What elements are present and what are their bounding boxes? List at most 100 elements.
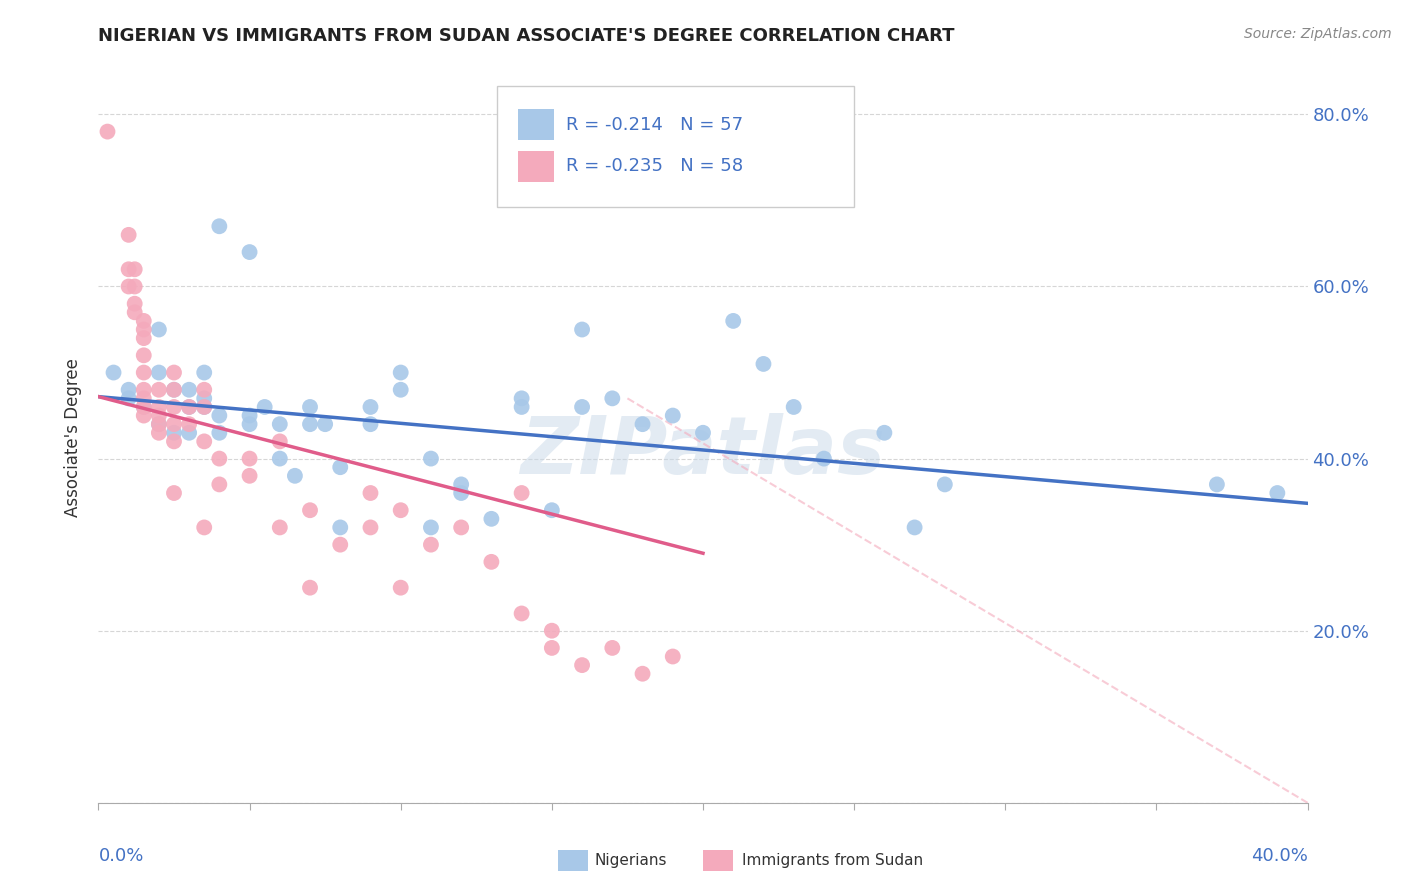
Point [269,434,291,449]
Point [132,348,155,362]
Point [420,538,443,552]
Point [148,322,170,336]
Point [118,383,141,397]
Point [873,425,896,440]
Point [934,477,956,491]
Point [148,425,170,440]
Point [602,640,624,655]
Point [163,486,186,500]
Point [148,383,170,397]
Point [163,434,186,449]
Point [118,279,141,293]
Point [239,468,262,483]
Point [118,392,141,406]
Point [179,417,201,432]
Point [329,460,352,475]
Point [723,314,745,328]
Point [299,400,322,414]
Point [132,392,155,406]
Text: Source: ZipAtlas.com: Source: ZipAtlas.com [1244,27,1392,41]
Point [571,658,593,673]
Point [208,477,231,491]
Point [179,400,201,414]
Point [124,262,146,277]
Point [132,409,155,423]
Point [103,366,125,380]
Point [631,417,654,432]
Point [389,383,412,397]
Point [239,451,262,466]
Point [1206,477,1229,491]
Point [540,624,562,638]
Point [481,512,503,526]
Point [193,400,215,414]
Point [239,417,262,432]
Point [571,322,593,336]
Y-axis label: Associate's Degree: Associate's Degree [65,358,83,516]
Point [752,357,775,371]
Point [163,417,186,432]
Point [269,451,291,466]
Point [179,400,201,414]
Point [132,331,155,345]
Point [163,383,186,397]
Point [179,425,201,440]
Point [132,400,155,414]
Point [450,486,472,500]
Point [314,417,336,432]
Point [163,425,186,440]
Point [148,417,170,432]
Point [239,409,262,423]
Point [148,366,170,380]
Point [163,383,186,397]
Point [118,262,141,277]
Point [148,417,170,432]
Point [329,538,352,552]
FancyBboxPatch shape [703,850,734,871]
FancyBboxPatch shape [498,86,855,207]
Point [132,314,155,328]
Point [208,219,231,234]
Point [329,520,352,534]
Text: 0.0%: 0.0% [98,847,143,864]
Point [253,400,276,414]
Point [904,520,927,534]
Point [132,383,155,397]
Point [360,520,382,534]
Point [481,555,503,569]
Point [96,125,118,139]
Point [118,227,141,242]
FancyBboxPatch shape [517,110,554,140]
Text: Immigrants from Sudan: Immigrants from Sudan [742,853,922,868]
Point [510,392,533,406]
Point [420,451,443,466]
Point [299,581,322,595]
Point [208,451,231,466]
Point [360,417,382,432]
Point [148,400,170,414]
Point [193,383,215,397]
Text: R = -0.235   N = 58: R = -0.235 N = 58 [567,158,744,176]
FancyBboxPatch shape [517,151,554,182]
Text: ZIPatlas: ZIPatlas [520,413,886,491]
Point [148,409,170,423]
Point [269,417,291,432]
Point [510,400,533,414]
Point [124,305,146,319]
Point [571,400,593,414]
Point [179,383,201,397]
Point [631,666,654,681]
Point [193,400,215,414]
Text: Nigerians: Nigerians [595,853,666,868]
Text: NIGERIAN VS IMMIGRANTS FROM SUDAN ASSOCIATE'S DEGREE CORRELATION CHART: NIGERIAN VS IMMIGRANTS FROM SUDAN ASSOCI… [98,27,955,45]
Point [163,366,186,380]
Point [540,640,562,655]
Point [299,503,322,517]
Point [132,366,155,380]
Point [360,486,382,500]
FancyBboxPatch shape [558,850,588,871]
Point [193,366,215,380]
Point [193,392,215,406]
Point [450,477,472,491]
Point [1267,486,1289,500]
